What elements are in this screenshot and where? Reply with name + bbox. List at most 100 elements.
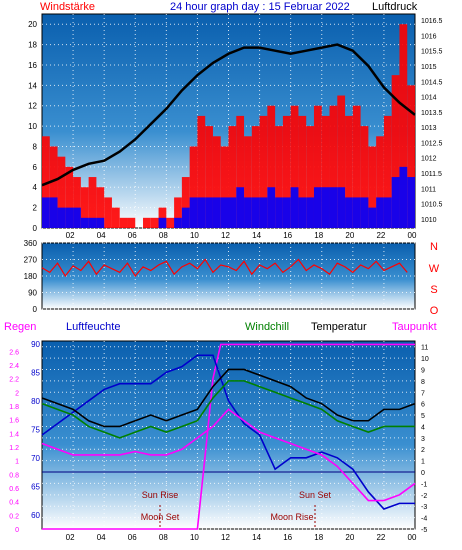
wind-bar [290, 105, 299, 228]
wind-bar [399, 24, 408, 228]
wind-bar [275, 197, 283, 228]
x-tick-label: 20 [345, 533, 354, 542]
wind-bar [313, 187, 322, 228]
wind-bar [376, 197, 384, 228]
wind-bar [111, 207, 120, 228]
wind-bar [383, 115, 392, 228]
rain-axis-tick-label: 2.4 [9, 363, 19, 370]
right-axis-tick-label: 1010 [421, 217, 437, 224]
rain-label: Regen [4, 321, 36, 333]
temperature-axis-tick-label: 6 [421, 402, 425, 409]
rain-axis-tick-label: 1 [15, 459, 19, 466]
direction-axis-tick-label: 180 [24, 272, 38, 281]
right-axis-tick-label: 1013.5 [421, 110, 443, 117]
wind-bar [96, 217, 105, 228]
x-tick-label: 06 [128, 533, 137, 542]
rain-axis-tick-label: 0.2 [9, 513, 19, 520]
x-tick-label: 16 [283, 231, 292, 240]
right-axis-tick-label: 1011 [421, 186, 436, 193]
rain-axis-tick-label: 2.6 [9, 349, 19, 356]
wind-bar [329, 105, 338, 228]
wind-bar [244, 136, 252, 228]
wind-bar [212, 136, 221, 228]
wind-bar [352, 105, 361, 228]
wind-bar [275, 126, 283, 228]
direction-axis-tick-label: 90 [28, 289, 37, 298]
x-tick-label: 08 [159, 533, 168, 542]
right-axis-tick-label: 1013 [421, 125, 437, 132]
x-tick-label: 12 [221, 533, 230, 542]
x-tick-label: 00 [408, 533, 417, 542]
left-axis-tick-label: 10 [28, 122, 37, 131]
wind-bar [329, 187, 338, 228]
wind-bar [407, 177, 415, 228]
temperature-label: Temperatur [311, 321, 367, 333]
wind-bar [321, 115, 330, 228]
wind-bar [49, 197, 58, 228]
right-axis-tick-label: 1015.5 [421, 49, 443, 56]
wind-bar [236, 187, 245, 228]
rain-axis-tick-label: 1.4 [9, 431, 19, 438]
right-axis-tick-label: 1011.5 [421, 171, 442, 178]
wind-bar [337, 187, 346, 228]
right-axis-tick-label: 1010.5 [421, 202, 443, 209]
x-tick-label: 02 [66, 231, 75, 240]
wind-bar [345, 115, 353, 228]
direction-label-s: S [430, 284, 437, 296]
x-tick-label: 18 [314, 231, 323, 240]
wind-bar [189, 197, 198, 228]
wind-bar [267, 105, 276, 228]
x-tick-label: 00 [408, 231, 417, 240]
left-axis-tick-label: 18 [28, 41, 37, 50]
moon-set-annotation: Moon Set [141, 512, 180, 522]
left-axis-tick-label: 2 [33, 204, 38, 213]
temperature-series-line [41, 380, 415, 439]
wind-bar [42, 136, 50, 228]
wind-bar [174, 197, 182, 228]
humidity-line [41, 354, 415, 510]
sun-rise-annotation: Sun Rise [142, 490, 179, 500]
wind-bar [368, 207, 377, 228]
rain-axis-tick-label: 1.6 [9, 418, 19, 425]
rain-line [42, 343, 415, 530]
wind-bar [73, 207, 81, 228]
temperature-axis-tick-label: 1 [421, 459, 425, 466]
temperature-axis-tick-label: -2 [421, 493, 427, 500]
x-tick-label: 16 [283, 533, 292, 542]
left-axis-tick-label: 6 [33, 163, 38, 172]
wind-bar [383, 197, 392, 228]
right-axis-tick-label: 1012 [421, 156, 437, 163]
left-axis-tick-label: 16 [28, 61, 37, 70]
wind-bar [80, 187, 89, 228]
wind-bar [282, 197, 291, 228]
humidity-axis-tick-label: 75 [31, 425, 40, 434]
wind-bar [205, 197, 213, 228]
wind-bar [251, 126, 260, 228]
wind-bar [236, 115, 245, 228]
rain-axis-tick-label: 0.6 [9, 486, 19, 493]
wind-bar [220, 146, 229, 228]
wind-bar [244, 197, 252, 228]
x-tick-label: 14 [252, 231, 261, 240]
wind-bar [399, 166, 408, 228]
wind-bar [42, 197, 50, 228]
direction-label-w: W [429, 263, 440, 275]
wind-bar [57, 207, 66, 228]
x-tick-label: 06 [128, 231, 137, 240]
wind-bar [104, 197, 112, 228]
right-axis-tick-label: 1014.5 [421, 79, 443, 86]
moon-rise-annotation: Moon Rise [270, 512, 313, 522]
wind-bar [313, 105, 322, 228]
rain-axis-tick-label: 0.8 [9, 472, 19, 479]
rain-axis-tick-label: 0 [15, 527, 19, 534]
humidity-axis-tick-label: 85 [31, 368, 40, 377]
wind-bar [197, 115, 206, 228]
x-tick-label: 12 [221, 231, 230, 240]
temperature-axis-tick-label: -3 [421, 504, 427, 511]
x-tick-label: 22 [376, 231, 385, 240]
x-tick-label: 22 [376, 533, 385, 542]
x-tick-label: 02 [66, 533, 75, 542]
wind-bar [259, 197, 268, 228]
